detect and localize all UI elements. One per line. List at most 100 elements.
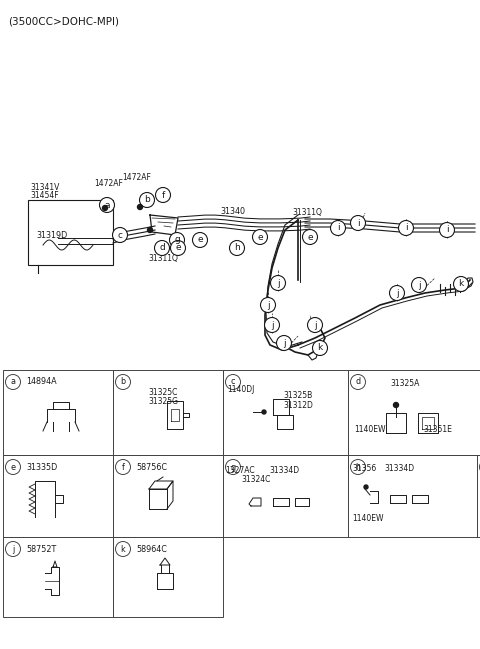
Text: 31334D: 31334D <box>384 464 414 473</box>
Text: e: e <box>11 463 15 472</box>
Text: 31311Q: 31311Q <box>292 208 322 217</box>
Text: 31325G: 31325G <box>148 397 178 406</box>
Text: 1140EW: 1140EW <box>352 514 384 523</box>
Circle shape <box>229 241 244 256</box>
Circle shape <box>411 278 427 293</box>
Circle shape <box>169 232 184 247</box>
Circle shape <box>302 230 317 245</box>
Text: j: j <box>12 545 14 554</box>
Circle shape <box>192 232 207 247</box>
Circle shape <box>226 459 240 474</box>
Circle shape <box>308 317 323 332</box>
Circle shape <box>389 286 405 300</box>
Text: a: a <box>104 201 110 210</box>
Text: b: b <box>120 378 126 387</box>
Circle shape <box>454 276 468 291</box>
Circle shape <box>350 459 365 474</box>
Circle shape <box>364 485 368 489</box>
Text: g: g <box>174 236 180 245</box>
Circle shape <box>156 188 170 202</box>
Text: 31325B: 31325B <box>283 391 312 400</box>
Circle shape <box>350 215 365 230</box>
Text: 31319D: 31319D <box>36 230 67 239</box>
Text: d: d <box>159 243 165 252</box>
Circle shape <box>394 402 398 408</box>
Text: j: j <box>283 339 285 347</box>
Circle shape <box>350 374 365 389</box>
Text: 58752T: 58752T <box>26 545 56 554</box>
Text: 31325A: 31325A <box>390 379 420 388</box>
Circle shape <box>103 206 108 210</box>
Circle shape <box>5 374 21 389</box>
Text: j: j <box>396 289 398 297</box>
Circle shape <box>155 241 169 256</box>
Text: j: j <box>314 321 316 330</box>
Circle shape <box>137 204 143 210</box>
Bar <box>3 370 113 455</box>
Bar <box>113 537 223 617</box>
Text: b: b <box>144 195 150 204</box>
Text: e: e <box>175 243 181 252</box>
Text: 58756C: 58756C <box>136 463 167 472</box>
Text: k: k <box>458 280 464 289</box>
Bar <box>348 455 477 537</box>
Text: f: f <box>121 463 124 472</box>
Text: i: i <box>446 225 448 234</box>
Bar <box>223 370 348 455</box>
Text: 1472AF: 1472AF <box>94 178 123 188</box>
Circle shape <box>331 221 346 236</box>
Text: 31351E: 31351E <box>423 425 452 434</box>
Circle shape <box>5 541 21 556</box>
Circle shape <box>170 241 185 256</box>
Text: 31334D: 31334D <box>269 466 299 475</box>
Circle shape <box>99 197 115 212</box>
Circle shape <box>116 459 131 474</box>
Circle shape <box>398 221 413 236</box>
Circle shape <box>276 336 291 350</box>
Circle shape <box>147 228 153 232</box>
Bar <box>223 455 348 537</box>
Bar <box>477 455 480 537</box>
Text: 31312D: 31312D <box>283 401 313 410</box>
Text: 31340: 31340 <box>220 208 245 217</box>
Text: 31341V: 31341V <box>30 184 60 193</box>
Text: 14894A: 14894A <box>26 378 57 387</box>
Text: f: f <box>161 191 165 199</box>
Bar <box>113 455 223 537</box>
Text: 31325C: 31325C <box>148 388 178 397</box>
Circle shape <box>271 275 286 291</box>
Text: c: c <box>118 230 122 239</box>
Text: e: e <box>197 236 203 245</box>
Circle shape <box>440 223 455 238</box>
Text: 31311Q: 31311Q <box>148 254 178 262</box>
Text: d: d <box>355 378 360 387</box>
Text: j: j <box>267 300 269 310</box>
Text: h: h <box>234 243 240 252</box>
Bar <box>113 370 223 455</box>
Circle shape <box>264 317 279 332</box>
Circle shape <box>5 459 21 474</box>
Text: i: i <box>405 223 408 232</box>
Text: g: g <box>230 463 236 472</box>
Circle shape <box>262 410 266 414</box>
Bar <box>3 455 113 537</box>
Circle shape <box>226 374 240 389</box>
Text: k: k <box>120 545 125 554</box>
Text: k: k <box>317 343 323 352</box>
Circle shape <box>252 230 267 245</box>
Circle shape <box>261 297 276 313</box>
Text: j: j <box>271 321 273 330</box>
Text: 31454F: 31454F <box>30 191 59 201</box>
Text: e: e <box>257 232 263 241</box>
Circle shape <box>312 341 327 356</box>
Text: 58964C: 58964C <box>136 545 167 554</box>
Text: 31324C: 31324C <box>241 475 270 484</box>
Text: 1140EW: 1140EW <box>354 425 385 434</box>
Circle shape <box>112 228 128 243</box>
Text: 1472AF: 1472AF <box>122 173 151 182</box>
Text: i: i <box>336 223 339 232</box>
Text: i: i <box>357 219 360 228</box>
Text: e: e <box>307 232 313 241</box>
Circle shape <box>116 541 131 556</box>
Circle shape <box>140 193 155 208</box>
